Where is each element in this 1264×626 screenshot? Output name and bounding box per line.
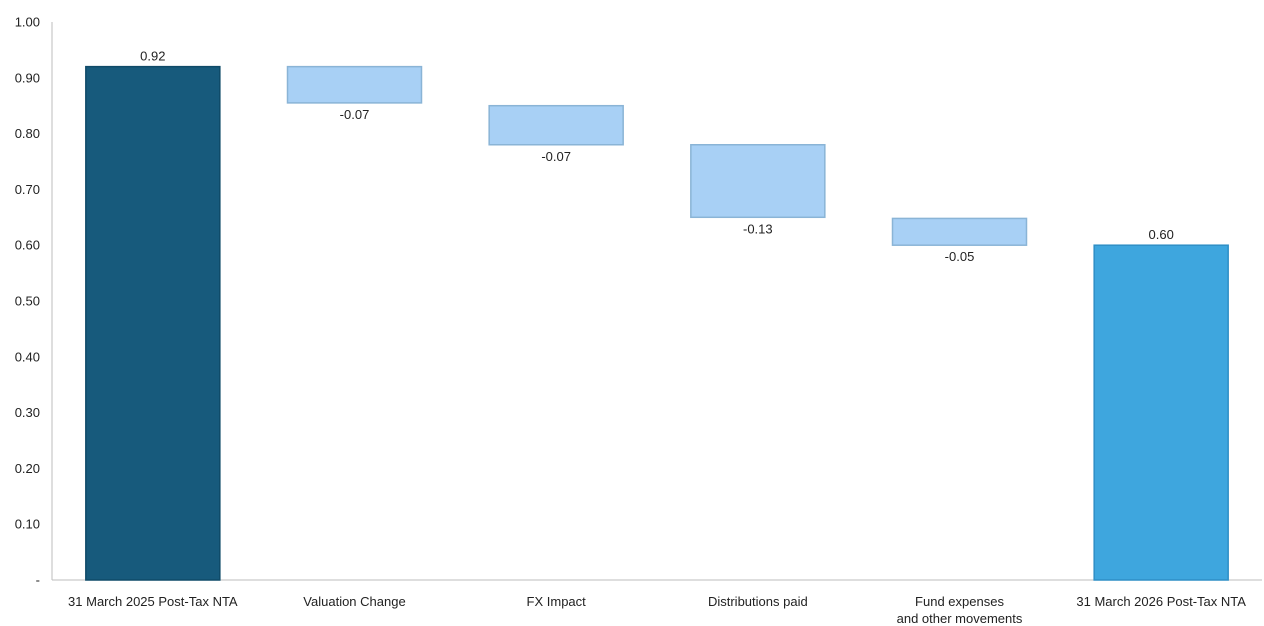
y-tick-label: 0.40 — [15, 349, 40, 364]
category-labels: 31 March 2025 Post-Tax NTA Valuation Chan… — [68, 594, 1246, 626]
data-label: -0.05 — [945, 249, 975, 264]
category-label: Fund expenses — [915, 594, 1004, 609]
y-tick-label: 0.60 — [15, 238, 40, 253]
y-tick-label: 1.00 — [15, 15, 40, 30]
y-tick-label: 0.10 — [15, 517, 40, 532]
data-label: 0.60 — [1149, 227, 1174, 242]
data-label: -0.07 — [541, 149, 571, 164]
delta-bar — [488, 104, 624, 146]
delta-bar — [891, 217, 1028, 246]
category-label: Distributions paid — [708, 594, 808, 609]
category-label: 31 March 2026 Post-Tax NTA — [1076, 594, 1246, 609]
category-label: Valuation Change — [303, 594, 405, 609]
axes: - 0.10 0.20 0.30 0.40 0.50 0.60 0.70 0.80 0.90 1.0… — [15, 15, 1262, 588]
y-tick-label: - — [36, 573, 40, 588]
y-tick-label: 0.20 — [15, 461, 40, 476]
data-labels: 0.92 -0.07 -0.07 -0.13 -0.05 0.60 — [140, 49, 1174, 265]
total-bar — [1093, 244, 1229, 581]
y-tick-label: 0.70 — [15, 182, 40, 197]
y-tick-label: 0.50 — [15, 294, 40, 309]
y-tick-label: 0.90 — [15, 70, 40, 85]
category-label: 31 March 2025 Post-Tax NTA — [68, 594, 238, 609]
delta-bar — [690, 144, 826, 219]
delta-bar — [286, 65, 423, 104]
y-tick-label: 0.80 — [15, 126, 40, 141]
total-bar — [85, 65, 221, 581]
data-label: -0.13 — [743, 221, 773, 236]
data-label: -0.07 — [340, 107, 370, 122]
category-label: and other movements — [897, 611, 1023, 626]
bars — [85, 65, 1229, 581]
y-tick-label: 0.30 — [15, 405, 40, 420]
category-label: FX Impact — [527, 594, 587, 609]
data-label: 0.92 — [140, 49, 165, 64]
